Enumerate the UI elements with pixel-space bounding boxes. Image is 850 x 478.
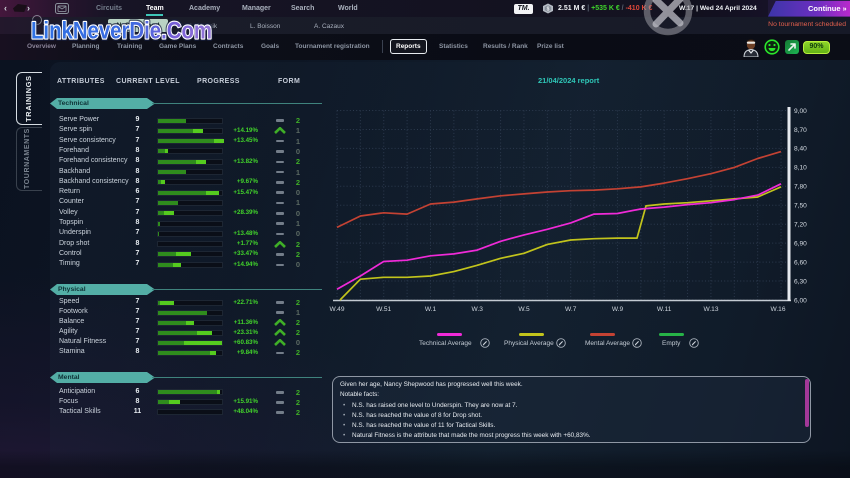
svg-text:6,60: 6,60 — [794, 259, 807, 266]
svg-text:W.49: W.49 — [329, 306, 344, 313]
svg-text:8,10: 8,10 — [794, 165, 807, 172]
svg-text:7,80: 7,80 — [794, 184, 807, 191]
svg-text:6,90: 6,90 — [794, 240, 807, 247]
svg-text:W.11: W.11 — [657, 306, 672, 313]
svg-text:LinkNeverDie.Com: LinkNeverDie.Com — [31, 18, 212, 45]
svg-text:7,20: 7,20 — [794, 222, 807, 229]
svg-text:LinkNeverDie.Com: LinkNeverDie.Com — [31, 18, 212, 45]
svg-text:W.5: W.5 — [518, 306, 530, 313]
svg-text:W.3: W.3 — [472, 306, 484, 313]
svg-text:W.1: W.1 — [425, 306, 437, 313]
svg-text:W.9: W.9 — [612, 306, 624, 313]
svg-text:W.51: W.51 — [376, 306, 391, 313]
svg-text:W.7: W.7 — [565, 306, 577, 313]
svg-text:8,40: 8,40 — [794, 146, 807, 153]
svg-text:9,00: 9,00 — [794, 108, 807, 115]
svg-text:8,70: 8,70 — [794, 127, 807, 134]
svg-text:7,50: 7,50 — [794, 203, 807, 210]
svg-text:$: $ — [547, 7, 550, 13]
svg-text:W.13: W.13 — [703, 306, 718, 313]
svg-text:6,30: 6,30 — [794, 278, 807, 285]
svg-text:W.16: W.16 — [770, 306, 785, 313]
svg-text:6,00: 6,00 — [794, 297, 807, 304]
